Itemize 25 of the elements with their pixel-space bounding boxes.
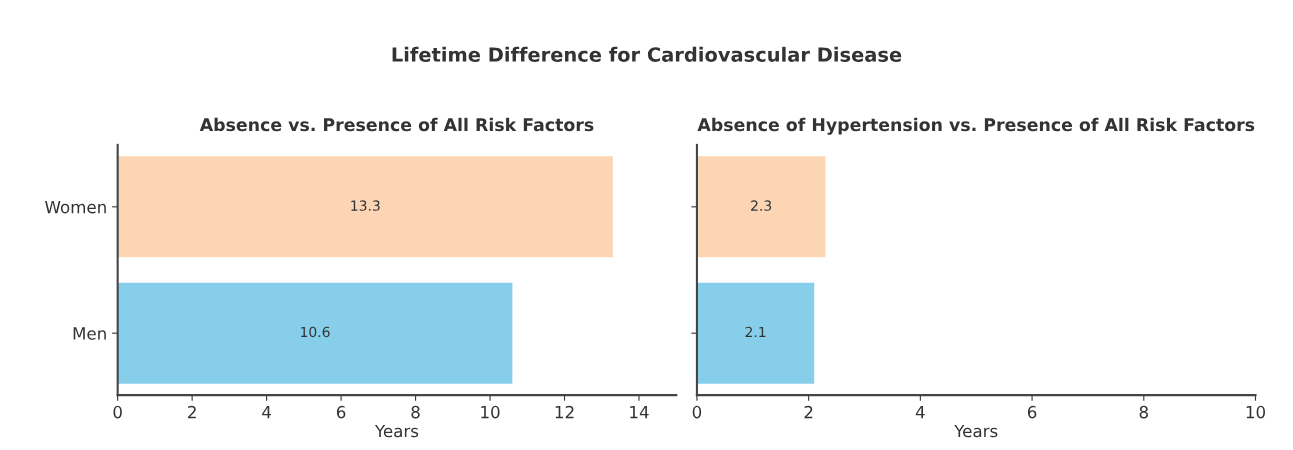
x-tick-label: 14 bbox=[630, 406, 649, 419]
x-tick-label: 0 bbox=[113, 405, 122, 419]
x-tick-label: 2 bbox=[804, 405, 813, 419]
x-tick-label: 8 bbox=[1139, 405, 1148, 419]
x-axis-title: Years bbox=[954, 424, 998, 438]
x-axis-title: Years bbox=[374, 424, 419, 438]
y-tick-label: Men bbox=[73, 327, 106, 340]
x-tick-label: 4 bbox=[915, 406, 925, 419]
x-tick-label: 4 bbox=[262, 406, 271, 419]
x-tick-label: 10 bbox=[1246, 405, 1265, 419]
data-label: 10.6 bbox=[301, 326, 330, 338]
x-tick-label: 2 bbox=[188, 405, 196, 419]
text: Lifetime Difference for Cardiovascular Disease bbox=[392, 46, 902, 62]
chart-title: Absence of Hypertension vs. Presence of All Risk Factors bbox=[697, 117, 1255, 135]
data-label: 2.1 bbox=[745, 326, 766, 338]
data-label: 13.3 bbox=[351, 200, 380, 211]
x-tick-label: 10 bbox=[481, 405, 500, 419]
x-tick-label: 6 bbox=[336, 405, 346, 419]
data-label: 2.3 bbox=[751, 200, 772, 211]
y-tick-label: Women bbox=[45, 201, 106, 214]
x-tick-label: 6 bbox=[1027, 405, 1037, 419]
x-tick-label: 12 bbox=[555, 405, 574, 419]
chart-title: Absence vs. Presence of All Risk Factors bbox=[199, 117, 594, 132]
x-tick-label: 8 bbox=[411, 405, 420, 419]
x-tick-label: 0 bbox=[692, 405, 702, 419]
